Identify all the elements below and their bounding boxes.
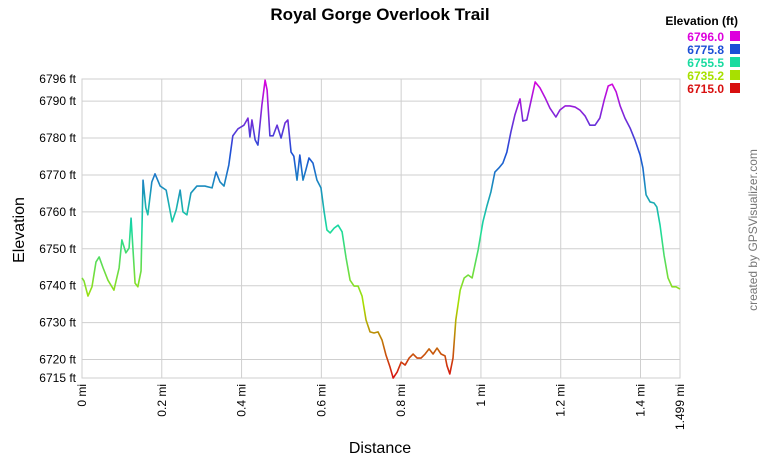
x-tick-label: 0.6 mi <box>314 384 328 417</box>
x-tick-label: 0.2 mi <box>155 384 169 417</box>
plot-area <box>81 78 681 379</box>
x-tick-label: 0.4 mi <box>235 384 249 417</box>
y-tick-label: 6720 ft <box>39 353 76 367</box>
legend-swatch <box>730 70 740 80</box>
x-tick-label: 1.4 mi <box>634 384 648 417</box>
legend-label: 6715.0 <box>687 82 724 96</box>
x-tick-label: 1.2 mi <box>554 384 568 417</box>
legend-swatch <box>730 31 740 41</box>
legend-label: 6755.5 <box>687 56 724 70</box>
y-axis-label: Elevation <box>11 197 28 263</box>
legend-swatch <box>730 44 740 54</box>
y-tick-label: 6760 ft <box>39 205 76 219</box>
legend-label: 6796.0 <box>687 30 724 44</box>
y-tick-label: 6750 ft <box>39 242 76 256</box>
y-tick-label: 6790 ft <box>39 94 76 108</box>
y-tick-label: 6796 ft <box>39 72 76 86</box>
legend-label: 6775.8 <box>687 43 724 57</box>
legend-title: Elevation (ft) <box>665 14 738 28</box>
y-tick-label: 6730 ft <box>39 316 76 330</box>
x-tick-label: 0.8 mi <box>394 384 408 417</box>
x-tick-label: 1 mi <box>474 384 488 407</box>
x-tick-label: 0 mi <box>75 384 89 407</box>
y-tick-label: 6770 ft <box>39 168 76 182</box>
y-tick-label: 6740 ft <box>39 279 76 293</box>
x-axis-label: Distance <box>349 440 411 457</box>
credit: created by GPSVisualizer.com <box>746 149 760 311</box>
legend-label: 6735.2 <box>687 69 724 83</box>
legend-swatch <box>730 57 740 67</box>
legend-swatch <box>730 83 740 93</box>
elevation-line <box>81 79 681 379</box>
y-tick-label: 6715 ft <box>39 371 76 385</box>
chart-title: Royal Gorge Overlook Trail <box>270 5 489 24</box>
y-tick-label: 6780 ft <box>39 131 76 145</box>
x-tick-label: 1.499 mi <box>673 384 687 430</box>
